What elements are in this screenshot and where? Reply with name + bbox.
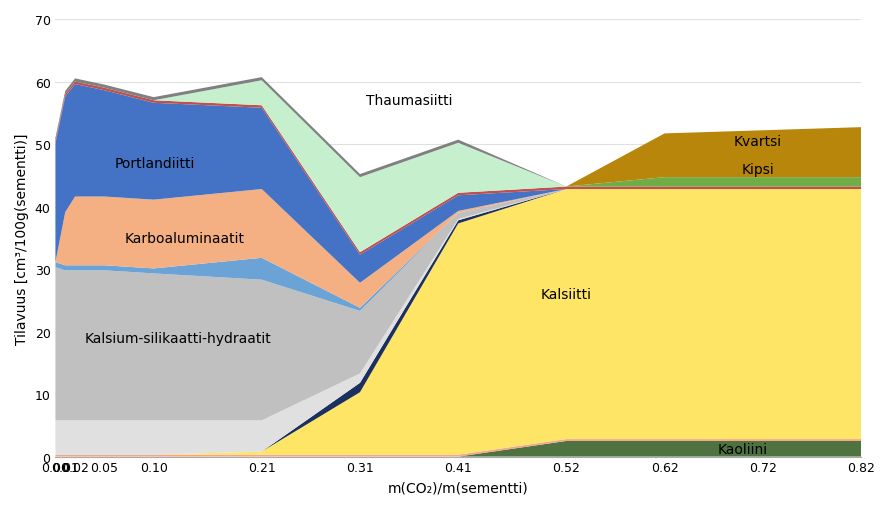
Text: Kalsium-silikaatti-hydraatit: Kalsium-silikaatti-hydraatit xyxy=(85,331,271,345)
Text: Portlandiitti: Portlandiitti xyxy=(115,156,195,171)
Text: Kaoliini: Kaoliini xyxy=(718,442,768,456)
Text: Kalsiitti: Kalsiitti xyxy=(541,288,592,301)
Text: Kvartsi: Kvartsi xyxy=(734,135,782,149)
Y-axis label: Tilavuus [cm³/100g(sementti)]: Tilavuus [cm³/100g(sementti)] xyxy=(15,133,29,344)
Text: Thaumasiitti: Thaumasiitti xyxy=(366,94,452,108)
Text: Kipsi: Kipsi xyxy=(741,163,774,177)
X-axis label: m(CO₂)/m(sementti): m(CO₂)/m(sementti) xyxy=(388,480,529,494)
Text: Karboaluminaatit: Karboaluminaatit xyxy=(125,231,244,245)
